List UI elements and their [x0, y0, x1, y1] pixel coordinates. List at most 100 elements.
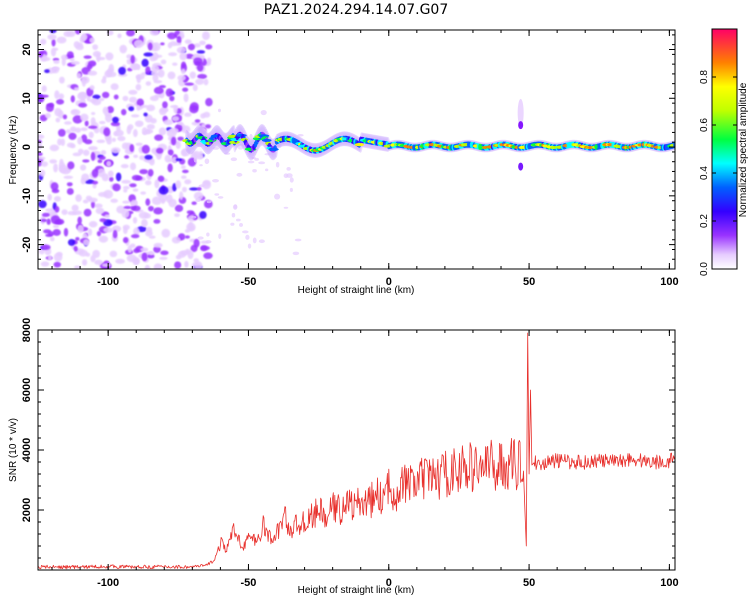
spectrogram-faint-blob	[218, 233, 222, 239]
spectrogram-noise-blob	[44, 112, 51, 119]
spectrogram-faint-blob	[283, 206, 289, 209]
spectrogram-noise-blob	[107, 170, 114, 178]
spectrogram-noise-blob	[158, 127, 167, 136]
spectrogram-noise-blob	[181, 175, 187, 180]
spectrogram-trace-core	[354, 142, 364, 147]
spectrogram-noise-blob	[66, 51, 74, 59]
spectrogram-noise-blob	[41, 244, 51, 250]
spectrogram-noise-blob	[130, 114, 140, 118]
spectrogram-faint-blob	[236, 172, 243, 177]
spectrogram-noise-blob	[69, 57, 75, 62]
spectrogram-noise-blob	[113, 94, 119, 100]
spectrogram-noise-blob	[149, 30, 160, 36]
spectrogram-noise-blob	[136, 74, 142, 84]
spectrogram-noise-blob	[145, 230, 153, 237]
snr-panel: -100 -50 0 50 100 2000 4000 6000 8000 Height of …	[8, 318, 679, 596]
spectrogram-noise-blob	[175, 180, 182, 189]
spectrogram-noise-blob	[118, 66, 126, 75]
spectrogram-spike-upper	[518, 121, 524, 130]
spectrogram-noise-blob	[58, 128, 66, 137]
spectrogram-noise-blob	[139, 169, 149, 175]
spectrogram-noise-blob	[102, 106, 109, 115]
spectrogram-x-tick-label: 100	[660, 276, 678, 288]
spectrogram-noise-blob	[149, 95, 159, 102]
spectrogram-noise-blob	[108, 176, 114, 182]
colorbar-label: Normalized spectral amplitude	[738, 82, 749, 217]
spectrogram-noise-blob	[143, 52, 154, 57]
spectrogram-noise-blob	[56, 99, 65, 105]
spectrogram-noise-blob	[141, 58, 149, 67]
spectrogram-noise-blob	[136, 104, 141, 111]
spectrogram-noise-blob	[175, 254, 182, 260]
spectrogram-noise-blob	[106, 106, 114, 114]
spectrogram-faint-blob	[258, 161, 266, 165]
spectrogram-noise-blob	[96, 139, 106, 144]
spectrogram-noise-blob	[98, 235, 109, 243]
spectrogram-noise-blob	[197, 73, 208, 79]
spectrogram-noise-blob	[193, 191, 204, 201]
spectrogram-noise-blob	[103, 127, 111, 137]
spectrogram-noise-blob	[176, 35, 182, 45]
spectrogram-noise-blob	[38, 134, 45, 139]
spectrogram-noise-blob	[123, 205, 132, 210]
spectrogram-noise-blob	[129, 162, 137, 171]
spectrogram-noise-blob	[81, 259, 88, 266]
colorbar-tick-label: 0.4	[699, 166, 710, 180]
spectrogram-noise-blob	[51, 66, 60, 71]
spectrogram-noise-blob	[203, 252, 213, 260]
spectrogram-noise-blob	[167, 32, 177, 40]
spectrogram-faint-blob	[233, 204, 238, 209]
spectrogram-noise-blob	[99, 120, 106, 125]
spectrogram-noise-blob	[169, 127, 179, 134]
spectrogram-noise-blob	[182, 169, 189, 174]
spectrogram-faint-blob	[230, 157, 238, 162]
spectrogram-noise-blob	[82, 159, 90, 163]
spectrogram-noise-blob	[129, 183, 137, 188]
spectrogram-faint-blob	[292, 251, 300, 256]
spectrogram-noise-blob	[75, 194, 82, 202]
spectrogram-noise-blob	[103, 227, 113, 233]
spectrogram-noise-blob	[201, 123, 207, 128]
spectrogram-noise-blob	[90, 200, 95, 209]
spectrogram-noise-blob	[133, 154, 138, 158]
spectrogram-noise-blob	[50, 215, 61, 225]
spectrogram-faint-blob	[191, 215, 197, 219]
spectrogram-noise-blob	[69, 126, 77, 133]
spectrogram-noise-blob	[160, 250, 169, 256]
snr-x-tick-label: 0	[386, 577, 392, 589]
spectrogram-faint-blob	[217, 196, 224, 199]
spectrogram-spike-lower	[518, 162, 524, 171]
snr-series-line	[38, 332, 675, 570]
spectrogram-noise-blob	[52, 224, 60, 229]
spectrogram-noise-blob	[49, 144, 60, 152]
spectrogram-noise-blob	[203, 111, 211, 118]
spectrogram-noise-blob	[146, 123, 155, 130]
spectrogram-noise-blob	[91, 112, 96, 116]
spectrogram-noise-blob	[160, 198, 166, 204]
spectrogram-noise-blob	[133, 227, 140, 236]
spectrogram-noise-blob	[158, 186, 169, 195]
spectrogram-noise-blob	[140, 247, 149, 252]
spectrogram-noise-blob	[157, 175, 165, 182]
spectrogram-noise-blob	[128, 106, 135, 112]
spectrogram-noise-blob	[74, 265, 81, 269]
spectrogram-noise-blob	[203, 78, 209, 86]
spectrogram-noise-blob	[171, 116, 180, 122]
spectrogram-noise-blob	[165, 88, 174, 97]
spectrogram-noise-blob	[41, 85, 47, 93]
spectrogram-noise-blob	[120, 164, 129, 169]
spectrogram-noise-blob	[172, 62, 178, 66]
spectrogram-noise-blob	[156, 147, 164, 154]
spectrogram-noise-blob	[109, 250, 118, 258]
spectrogram-faint-blob	[248, 151, 252, 155]
spectrogram-noise-blob	[140, 191, 147, 195]
spectrogram-noise-blob	[168, 52, 178, 57]
spectrogram-noise-blob	[59, 76, 65, 84]
spectrogram-noise-blob	[117, 33, 122, 39]
spectrogram-noise-blob	[130, 54, 135, 64]
spectrogram-noise-blob	[77, 137, 83, 145]
spectrogram-noise-blob	[112, 230, 118, 239]
spectrogram-noise-blob	[71, 109, 78, 114]
spectrogram-noise-blob	[153, 242, 163, 248]
spectrogram-x-tick-label: -50	[241, 276, 257, 288]
